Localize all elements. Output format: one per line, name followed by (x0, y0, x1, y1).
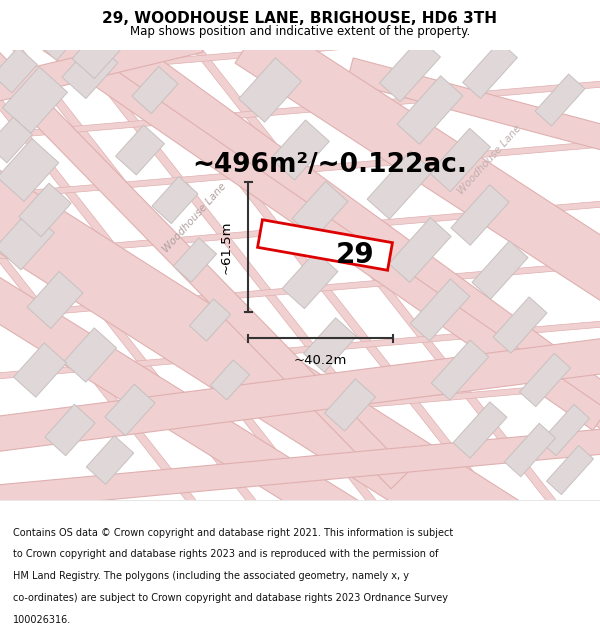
Text: ~496m²/~0.122ac.: ~496m²/~0.122ac. (193, 152, 467, 178)
Polygon shape (0, 38, 353, 552)
Polygon shape (67, 38, 473, 552)
Polygon shape (292, 181, 348, 239)
Polygon shape (173, 238, 217, 282)
Polygon shape (282, 251, 338, 309)
Polygon shape (88, 24, 600, 456)
Polygon shape (0, 377, 600, 443)
Polygon shape (235, 17, 600, 323)
Polygon shape (472, 241, 528, 299)
Polygon shape (105, 384, 155, 436)
Polygon shape (0, 77, 600, 143)
Text: Woodhouse Lane: Woodhouse Lane (161, 181, 229, 254)
Polygon shape (367, 151, 433, 219)
Polygon shape (0, 17, 600, 83)
Polygon shape (239, 58, 301, 122)
Polygon shape (493, 297, 547, 353)
Polygon shape (187, 38, 593, 552)
Polygon shape (541, 404, 590, 456)
Polygon shape (45, 404, 95, 456)
Polygon shape (547, 446, 593, 494)
Polygon shape (62, 41, 118, 99)
Text: to Crown copyright and database rights 2023 and is reproduced with the permissio: to Crown copyright and database rights 2… (13, 549, 439, 559)
Polygon shape (520, 353, 571, 407)
Polygon shape (0, 139, 59, 201)
Polygon shape (0, 210, 55, 270)
Text: ~40.2m: ~40.2m (294, 354, 347, 366)
Text: Contains OS data © Crown copyright and database right 2021. This information is : Contains OS data © Crown copyright and d… (13, 528, 454, 538)
Polygon shape (27, 271, 83, 329)
Polygon shape (0, 38, 233, 552)
Polygon shape (43, 30, 600, 430)
Polygon shape (152, 176, 198, 224)
Text: 29: 29 (335, 241, 374, 269)
Polygon shape (211, 360, 250, 400)
Text: HM Land Registry. The polygons (including the associated geometry, namely x, y: HM Land Registry. The polygons (includin… (13, 571, 409, 581)
Text: Map shows position and indicative extent of the property.: Map shows position and indicative extent… (130, 24, 470, 38)
Polygon shape (410, 279, 470, 341)
Polygon shape (72, 21, 128, 79)
Polygon shape (430, 128, 490, 192)
Polygon shape (13, 343, 67, 397)
Polygon shape (0, 437, 600, 503)
Polygon shape (7, 38, 413, 552)
Polygon shape (453, 402, 507, 458)
Polygon shape (2, 67, 68, 133)
Polygon shape (0, 317, 600, 383)
Polygon shape (40, 19, 80, 61)
Polygon shape (0, 117, 32, 163)
Polygon shape (64, 328, 116, 382)
Polygon shape (397, 76, 463, 144)
Text: 100026316.: 100026316. (13, 615, 71, 625)
Polygon shape (271, 120, 329, 180)
Polygon shape (86, 436, 134, 484)
Text: co-ordinates) are subject to Crown copyright and database rights 2023 Ordnance S: co-ordinates) are subject to Crown copyr… (13, 593, 448, 603)
Polygon shape (132, 66, 178, 114)
Polygon shape (257, 220, 392, 270)
Polygon shape (535, 74, 585, 126)
Text: ~61.5m: ~61.5m (220, 220, 233, 274)
Polygon shape (0, 257, 600, 323)
Polygon shape (127, 38, 533, 552)
Polygon shape (463, 41, 517, 99)
Polygon shape (190, 299, 230, 341)
Polygon shape (0, 47, 37, 93)
Polygon shape (0, 253, 410, 567)
Polygon shape (0, 428, 600, 512)
Polygon shape (380, 38, 440, 102)
Polygon shape (0, 151, 519, 559)
Polygon shape (0, 31, 409, 489)
Polygon shape (0, 28, 203, 112)
Text: 29, WOODHOUSE LANE, BRIGHOUSE, HD6 3TH: 29, WOODHOUSE LANE, BRIGHOUSE, HD6 3TH (103, 11, 497, 26)
Text: Woodhouse Lane: Woodhouse Lane (457, 124, 524, 196)
Polygon shape (325, 379, 376, 431)
Polygon shape (451, 185, 509, 245)
Polygon shape (0, 197, 600, 263)
Polygon shape (0, 38, 293, 552)
Polygon shape (505, 423, 556, 477)
Polygon shape (0, 332, 600, 458)
Polygon shape (19, 183, 71, 237)
Polygon shape (431, 340, 488, 400)
Polygon shape (304, 318, 356, 372)
Polygon shape (0, 137, 600, 203)
Polygon shape (389, 217, 451, 282)
Polygon shape (347, 58, 600, 162)
Polygon shape (116, 125, 164, 175)
